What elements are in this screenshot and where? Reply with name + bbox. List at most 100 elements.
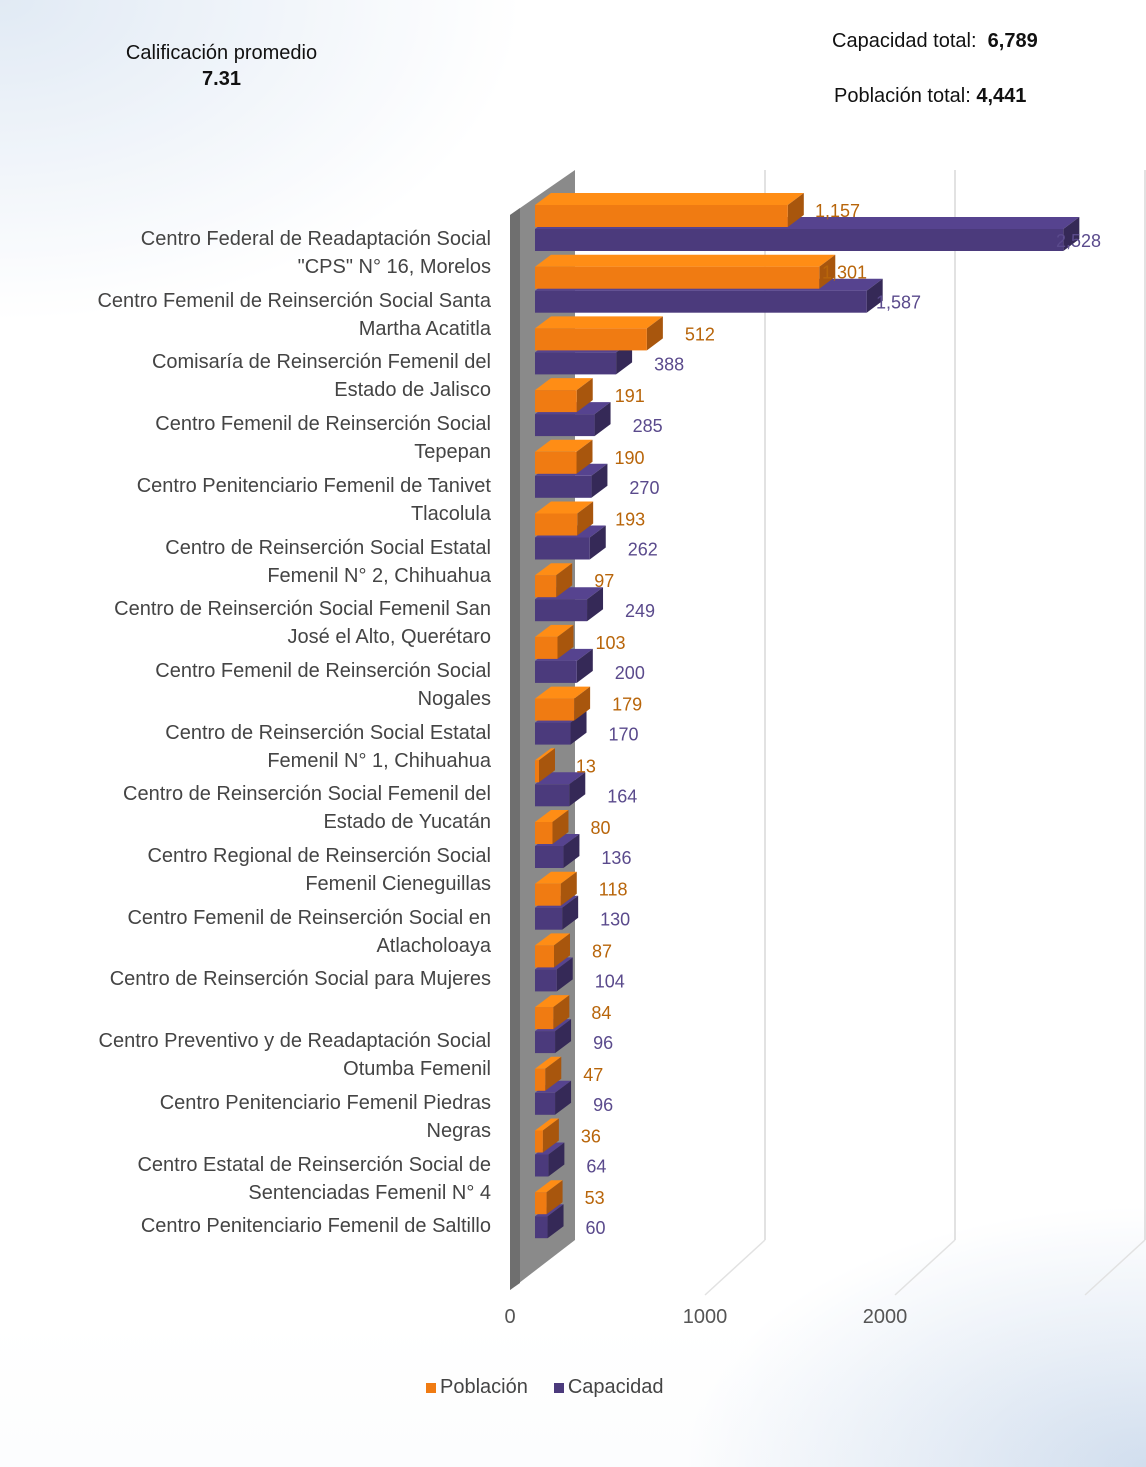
category-label-line: Tepepan <box>414 441 491 464</box>
bar-capacidad-side <box>547 1204 564 1239</box>
category-label: Centro Femenil de Reinserción Social San… <box>11 287 491 343</box>
category-label-line: Centro de Reinserción Social Estatal <box>165 536 491 559</box>
category-label: Centro Regional de Reinserción Social Fem… <box>11 842 491 898</box>
legend-item-capacidad: Capacidad <box>553 1376 663 1399</box>
category-label-line: Centro Femenil de Reinserción Social San… <box>97 289 491 312</box>
category-label: Centro de Reinserción Social Estatal Feme… <box>11 534 491 590</box>
category-label-line: Comisaría de Reinserción Femenil del <box>151 351 491 374</box>
data-label-capacidad: 2,528 <box>1056 231 1101 251</box>
total-population-label: Población total: <box>834 85 971 107</box>
total-capacity-value: 6,789 <box>987 30 1038 52</box>
category-label-line: Estado de Yucatán <box>323 811 491 834</box>
data-label-capacidad: 270 <box>629 478 659 498</box>
bar-poblacion-side <box>819 254 836 289</box>
bar-capacidad <box>535 599 588 622</box>
bar-capacidad <box>535 722 571 745</box>
category-label-line: Centro Federal de Readaptación Social <box>140 228 491 250</box>
category-label-line: Nogales <box>417 687 491 710</box>
data-label-capacidad: 170 <box>609 725 639 745</box>
bar-poblacion <box>535 513 578 536</box>
bar-poblacion-top <box>535 254 836 267</box>
bar-capacidad-side <box>589 525 606 560</box>
data-label-capacidad: 60 <box>586 1218 606 1238</box>
bar-capacidad <box>535 1216 548 1239</box>
data-label-poblacion: 118 <box>599 880 628 900</box>
bar-poblacion-side <box>546 1180 563 1215</box>
average-rating-label: Calificación promedio <box>125 42 318 64</box>
bar-poblacion-side <box>574 686 591 721</box>
data-label-poblacion: 1,157 <box>815 201 860 221</box>
bar-poblacion-side <box>560 871 577 906</box>
category-label-line: Centro de Reinserción Social Femenil del <box>123 783 491 806</box>
bar-poblacion-side <box>646 316 663 351</box>
bar-capacidad <box>535 1154 549 1177</box>
bar-poblacion-top <box>535 686 591 699</box>
bar-poblacion-top <box>535 871 577 884</box>
data-label-poblacion: 13 <box>576 756 596 776</box>
average-rating: Calificación promedio 7.31 <box>104 40 339 92</box>
legend-label-poblacion: Población <box>440 1376 528 1398</box>
bar-capacidad <box>535 1092 556 1115</box>
data-label-capacidad: 96 <box>593 1033 613 1053</box>
bar-poblacion-side <box>554 933 571 968</box>
bar-poblacion <box>535 698 575 721</box>
bar-poblacion-side <box>577 501 594 536</box>
bar-capacidad-side <box>548 1142 565 1177</box>
bar-capacidad <box>535 475 592 498</box>
bar-poblacion <box>535 760 539 783</box>
bar-poblacion-top <box>535 501 594 514</box>
bar-poblacion <box>535 883 561 906</box>
bar-capacidad <box>535 414 595 437</box>
bar-capacidad <box>535 537 590 560</box>
gridline-floor <box>1084 1239 1146 1296</box>
bar-capacidad-side <box>1063 217 1080 251</box>
bar-poblacion <box>535 945 555 968</box>
legend-item-poblacion: Población <box>426 1376 528 1399</box>
category-label: Centro Femenil de Reinserción Social en A… <box>11 904 491 960</box>
data-label-poblacion: 47 <box>583 1065 603 1085</box>
bar-poblacion-side <box>556 563 573 598</box>
category-label-line: Centro de Reinserción Social Femenil San <box>114 598 491 621</box>
bar-capacidad <box>535 290 867 313</box>
bar-capacidad-side <box>570 710 587 745</box>
legend: Población Capacidad <box>426 1376 663 1399</box>
category-label-line: Centro Estatal de Reinserción Social de <box>137 1153 491 1176</box>
legend-swatch-capacidad <box>553 1382 564 1393</box>
bar-poblacion-side <box>542 1118 559 1153</box>
bar-poblacion <box>535 575 557 598</box>
data-label-capacidad: 130 <box>600 910 630 930</box>
bar-poblacion-side <box>576 378 593 413</box>
bar-capacidad-side <box>591 463 608 498</box>
bar-poblacion-top <box>535 748 555 761</box>
bar-capacidad <box>535 907 563 930</box>
total-capacity-label: Capacidad total: <box>832 30 977 52</box>
bar-poblacion <box>535 205 788 227</box>
bar-poblacion-top <box>535 193 804 205</box>
bar-capacidad-side <box>587 587 604 622</box>
bar-poblacion-top <box>535 378 593 391</box>
bar-poblacion-top <box>535 1118 559 1131</box>
category-label: Centro de Reinserción Social Femenil del… <box>11 780 491 836</box>
category-label-line: Centro Femenil de Reinserción Social <box>155 659 491 682</box>
bar-poblacion-side <box>539 748 555 783</box>
bar-poblacion-side <box>576 439 593 474</box>
bar-capacidad-side <box>576 648 593 683</box>
bar-capacidad <box>535 784 570 807</box>
bar-poblacion <box>535 1068 546 1091</box>
bar-capacidad <box>535 846 564 868</box>
bar-poblacion-top <box>535 316 663 329</box>
category-label: Centro Penitenciario Femenil Piedras Negr… <box>11 1089 491 1145</box>
bar-poblacion <box>535 822 553 844</box>
category-label: Centro Preventivo y de Readaptación Soci… <box>11 1027 491 1083</box>
category-label: Centro Estatal de Reinserción Social de S… <box>11 1151 491 1207</box>
axis-wall-edge <box>510 208 520 1290</box>
category-label-line: Centro de Reinserción Social para Mujere… <box>109 968 491 991</box>
category-label-line: Estado de Jalisco <box>334 379 491 402</box>
category-label-line: Atlacholoaya <box>376 934 491 957</box>
category-label-line: "CPS" N° 16, Morelos <box>297 256 491 278</box>
bar-poblacion <box>535 636 558 659</box>
category-label: Centro de Reinserción Social Femenil San… <box>11 595 491 651</box>
data-label-poblacion: 97 <box>594 571 614 591</box>
